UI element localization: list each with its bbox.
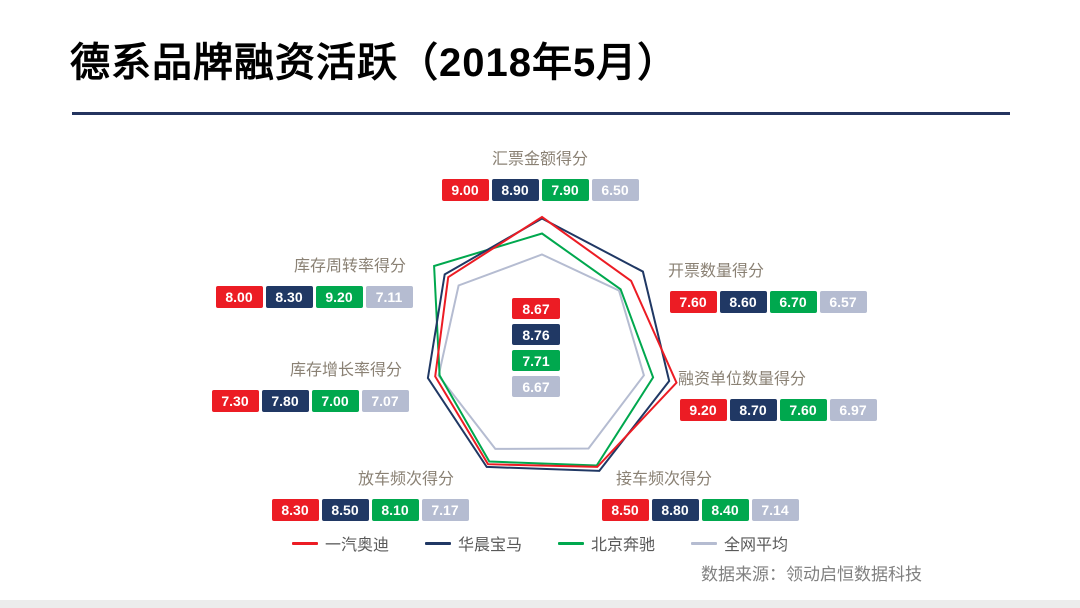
- legend-label: 华晨宝马: [457, 537, 522, 554]
- legend-item-network-average: 全网平均: [691, 531, 788, 555]
- legend-item-yiqi-audi: 一汽奥迪: [291, 531, 389, 555]
- value-badge: 7.60: [669, 291, 717, 313]
- legend-item-beijing-benz: 北京奔驰: [558, 531, 655, 555]
- axis-label: 融资单位数量得分: [678, 371, 807, 388]
- legend-label: 一汽奥迪: [324, 537, 389, 554]
- axis-label: 库存增长率得分: [289, 362, 402, 379]
- legend-line-icon: [291, 541, 318, 545]
- axis-group-invoice-count: 开票数量得分 7.60 8.60 6.70 6.57: [668, 262, 868, 313]
- axis-label: 开票数量得分: [668, 263, 765, 280]
- center-score-badge: 8.67: [512, 298, 560, 319]
- axis-label: 库存周转率得分: [293, 258, 406, 275]
- value-badge: 7.07: [361, 390, 409, 412]
- center-score-stack: 8.67 8.76 7.71 6.67: [512, 298, 560, 397]
- axis-group-financing-units: 融资单位数量得分 9.20 8.70 7.60 6.97: [678, 370, 878, 421]
- value-badge: 8.50: [321, 499, 369, 521]
- axis-badge-row: 9.20 8.70 7.60 6.97: [678, 399, 878, 421]
- value-badge: 7.00: [311, 390, 359, 412]
- value-badge: 6.97: [829, 399, 877, 421]
- value-badge: 8.70: [729, 399, 777, 421]
- bottom-edge-strip: [0, 600, 1080, 608]
- value-badge: 8.30: [271, 499, 319, 521]
- value-badge: 7.14: [751, 499, 799, 521]
- value-badge: 8.00: [215, 286, 263, 308]
- axis-group-inventory-turnover: 库存周转率得分 8.00 8.30 9.20 7.11: [214, 257, 414, 308]
- value-badge: 8.90: [491, 179, 539, 201]
- legend-line-icon: [558, 541, 584, 545]
- axis-badge-row: 7.60 8.60 6.70 6.57: [668, 291, 868, 313]
- value-badge: 6.50: [591, 179, 639, 201]
- value-badge: 7.11: [365, 286, 413, 308]
- legend-line-icon: [424, 541, 451, 545]
- legend-item-brilliance-bmw: 华晨宝马: [424, 531, 522, 555]
- axis-badge-row: 9.00 8.90 7.90 6.50: [440, 179, 640, 201]
- center-score-badge: 7.71: [512, 350, 560, 371]
- legend-label: 全网平均: [724, 537, 789, 554]
- axis-badge-row: 7.30 7.80 7.00 7.07: [210, 390, 410, 412]
- value-badge: 8.40: [701, 499, 749, 521]
- axis-group-pickup-frequency: 接车频次得分 8.50 8.80 8.40 7.14: [600, 470, 800, 521]
- axis-badge-row: 8.30 8.50 8.10 7.17: [270, 499, 470, 521]
- value-badge: 9.00: [441, 179, 489, 201]
- axis-label: 放车频次得分: [357, 471, 454, 488]
- legend: 一汽奥迪 华晨宝马 北京奔驰 全网平均: [0, 531, 1080, 555]
- value-badge: 9.20: [315, 286, 363, 308]
- value-badge: 6.70: [769, 291, 817, 313]
- legend-line-icon: [691, 541, 718, 545]
- value-badge: 7.30: [211, 390, 259, 412]
- value-badge: 7.90: [541, 179, 589, 201]
- value-badge: 8.30: [265, 286, 313, 308]
- value-badge: 8.80: [651, 499, 699, 521]
- axis-badge-row: 8.00 8.30 9.20 7.11: [214, 286, 414, 308]
- value-badge: 8.50: [601, 499, 649, 521]
- value-badge: 6.57: [819, 291, 867, 313]
- value-badge: 7.80: [261, 390, 309, 412]
- value-badge: 8.10: [371, 499, 419, 521]
- axis-label: 汇票金额得分: [491, 151, 588, 168]
- value-badge: 7.17: [421, 499, 469, 521]
- page-title: 德系品牌融资活跃（2018年5月）: [70, 41, 679, 85]
- axis-group-release-frequency: 放车频次得分 8.30 8.50 8.10 7.17: [270, 470, 470, 521]
- value-badge: 9.20: [679, 399, 727, 421]
- value-badge: 8.60: [719, 291, 767, 313]
- axis-badge-row: 8.50 8.80 8.40 7.14: [600, 499, 800, 521]
- center-score-badge: 8.76: [512, 324, 560, 345]
- title-divider: [72, 112, 1010, 115]
- data-source-note: 数据来源：领动启恒数据科技: [701, 565, 922, 584]
- axis-label: 接车频次得分: [616, 471, 713, 488]
- axis-group-bill-amount: 汇票金额得分 9.00 8.90 7.90 6.50: [440, 150, 640, 201]
- axis-group-inventory-growth: 库存增长率得分 7.30 7.80 7.00 7.07: [210, 361, 410, 412]
- center-score-badge: 6.67: [512, 376, 560, 397]
- legend-label: 北京奔驰: [591, 537, 656, 554]
- value-badge: 7.60: [779, 399, 827, 421]
